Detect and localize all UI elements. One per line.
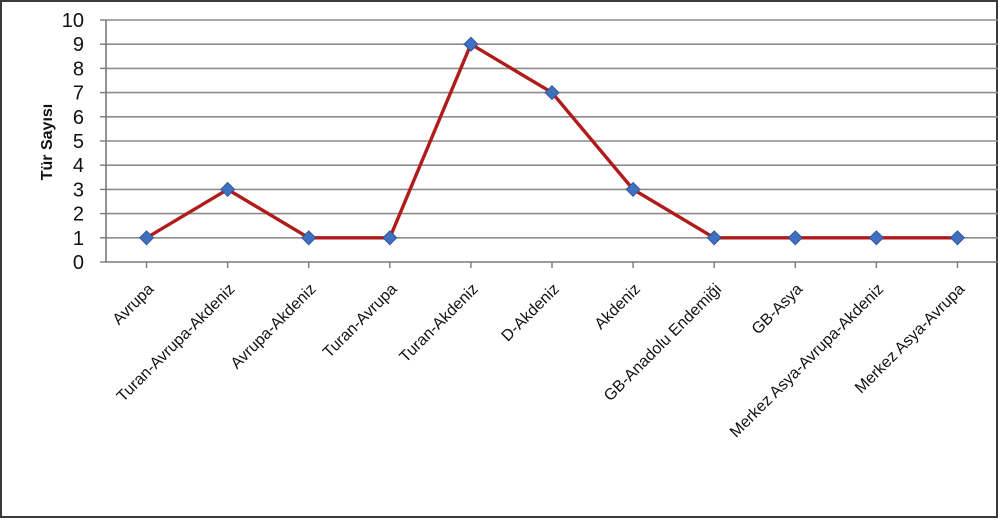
x-tick-label: GB-Asya xyxy=(749,281,806,338)
gridlines xyxy=(106,19,998,239)
data-point-marker xyxy=(301,230,317,246)
x-tick-labels: AvrupaTuran-Avrupa-AkdenizAvrupa-Akdeniz… xyxy=(110,281,969,441)
data-point-marker xyxy=(949,230,966,246)
data-point-marker xyxy=(382,230,398,246)
y-tick-label: 2 xyxy=(73,204,84,226)
x-tick-label: Avrupa xyxy=(110,281,158,329)
data-point-marker xyxy=(868,230,884,246)
y-tick-label: 7 xyxy=(73,83,84,105)
y-tick-label: 8 xyxy=(73,58,84,80)
data-point-marker xyxy=(463,36,479,52)
y-tick-label: 3 xyxy=(73,179,84,201)
axes xyxy=(100,19,998,268)
y-tick-label: 10 xyxy=(62,10,84,32)
y-axis-title: Tür Sayısı xyxy=(39,104,56,180)
data-point-marker xyxy=(138,230,155,246)
y-tick-label: 4 xyxy=(73,155,84,177)
x-tick-label: Turan-Avrupa xyxy=(320,281,401,362)
y-tick-label: 1 xyxy=(73,228,84,250)
y-tick-label: 6 xyxy=(73,107,84,129)
y-tick-label: 9 xyxy=(73,34,84,56)
y-tick-label: 0 xyxy=(73,252,84,274)
x-tick-label: Avrupa-Akdeniz xyxy=(228,281,320,373)
data-point-marker xyxy=(706,230,722,246)
x-tick-label: Merkez Asya-Avrupa-Akdeniz xyxy=(727,281,887,441)
data-point-marker xyxy=(787,230,803,246)
series xyxy=(138,36,966,246)
data-point-marker xyxy=(625,181,641,197)
x-tick-label: Akdeniz xyxy=(592,281,644,333)
data-point-marker xyxy=(220,181,236,197)
y-tick-label: 5 xyxy=(73,131,84,153)
x-tick-label: D-Akdeniz xyxy=(499,281,563,345)
x-tick-label: Turan-Akdeniz xyxy=(397,281,482,366)
data-point-marker xyxy=(544,85,560,101)
